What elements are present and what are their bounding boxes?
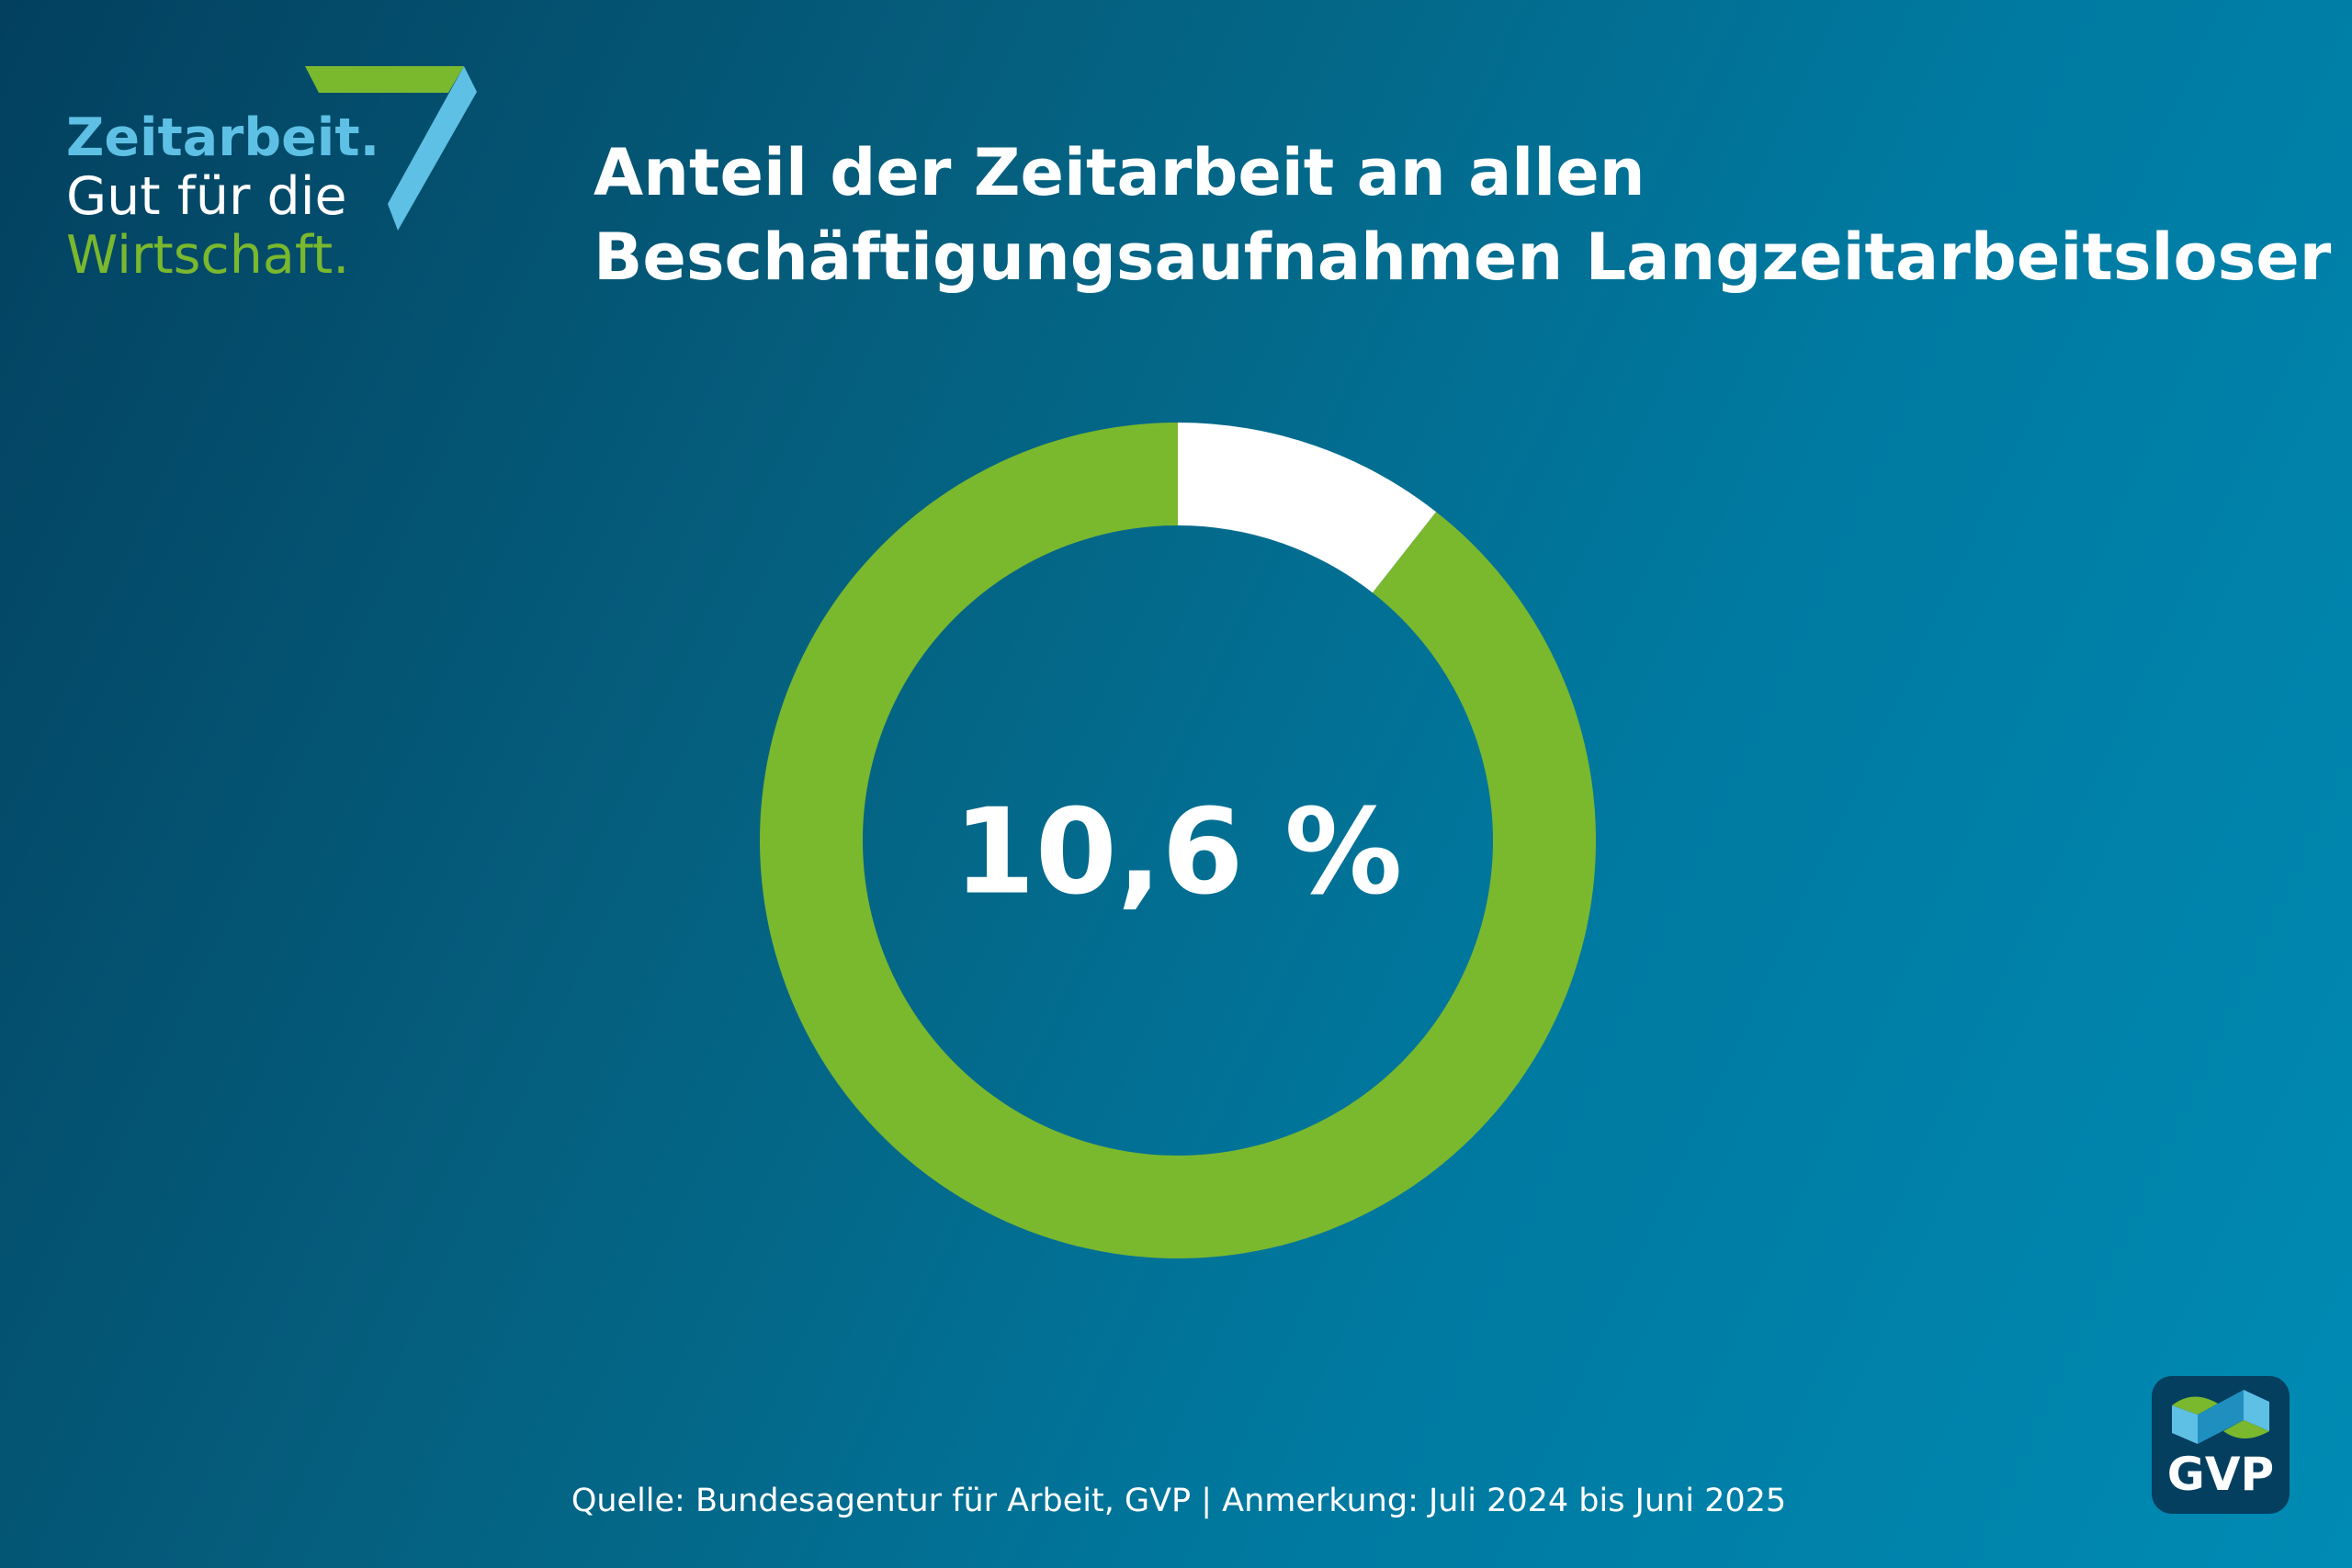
chart-title: Anteil der Zeitarbeit an allen Beschäfti… xyxy=(594,130,2331,299)
title-line-1: Anteil der Zeitarbeit an allen xyxy=(594,135,1645,210)
gvp-emblem-icon xyxy=(2172,1390,2269,1444)
logo-line-2: Gut für die xyxy=(66,166,347,227)
gvp-logo-text: GVP xyxy=(2166,1448,2275,1501)
logo-line-1: Zeitarbeit. xyxy=(66,107,380,168)
donut-slice-zeitarbeit xyxy=(1178,423,1437,593)
gvp-logo: GVP xyxy=(2152,1376,2290,1514)
seven-logo-icon xyxy=(305,66,477,231)
center-value-label: 10,6 % xyxy=(953,784,1403,921)
source-note: Quelle: Bundesagentur für Arbeit, GVP | … xyxy=(571,1483,1787,1519)
zeitarbeit-logo: Zeitarbeit. Gut für die Wirtschaft. xyxy=(66,108,379,285)
logo-line-3: Wirtschaft. xyxy=(66,225,350,286)
title-line-2: Beschäftigungsaufnahmen Langzeitarbeitsl… xyxy=(594,220,2332,295)
